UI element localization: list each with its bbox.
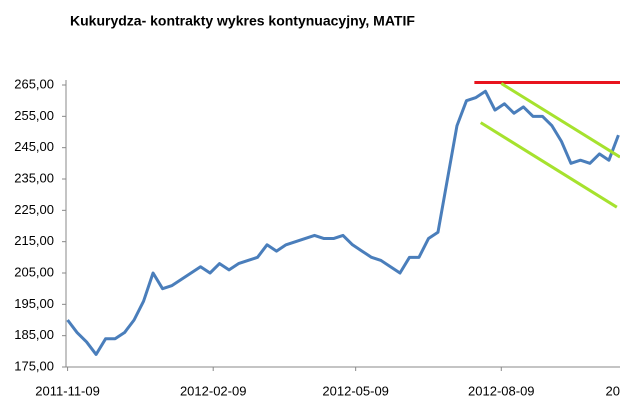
y-tick-label: 205,00 <box>14 264 54 279</box>
y-tick-label: 185,00 <box>14 327 54 342</box>
x-tick-label: 2012-08-09 <box>468 383 535 398</box>
x-tick-label: 2011-11-09 <box>35 383 100 398</box>
x-tick-label: 2012-02-09 <box>180 383 247 398</box>
y-tick-label: 245,00 <box>14 139 54 154</box>
price-line <box>66 89 620 356</box>
x-tick-label: 20 <box>606 383 620 398</box>
y-tick-label: 265,00 <box>14 76 54 91</box>
y-tick-label: 195,00 <box>14 296 54 311</box>
y-tick-label: 255,00 <box>14 108 54 123</box>
y-tick-label: 215,00 <box>14 233 54 248</box>
chart-title: Kukurydza- kontrakty wykres kontynuacyjn… <box>70 13 415 29</box>
y-tick-label: 235,00 <box>14 170 54 185</box>
x-tick-label: 2012-05-09 <box>322 383 389 398</box>
trend-line <box>500 82 620 159</box>
y-tick-label: 225,00 <box>14 202 54 217</box>
y-tick-label: 175,00 <box>14 358 54 373</box>
trend-line <box>479 121 618 209</box>
